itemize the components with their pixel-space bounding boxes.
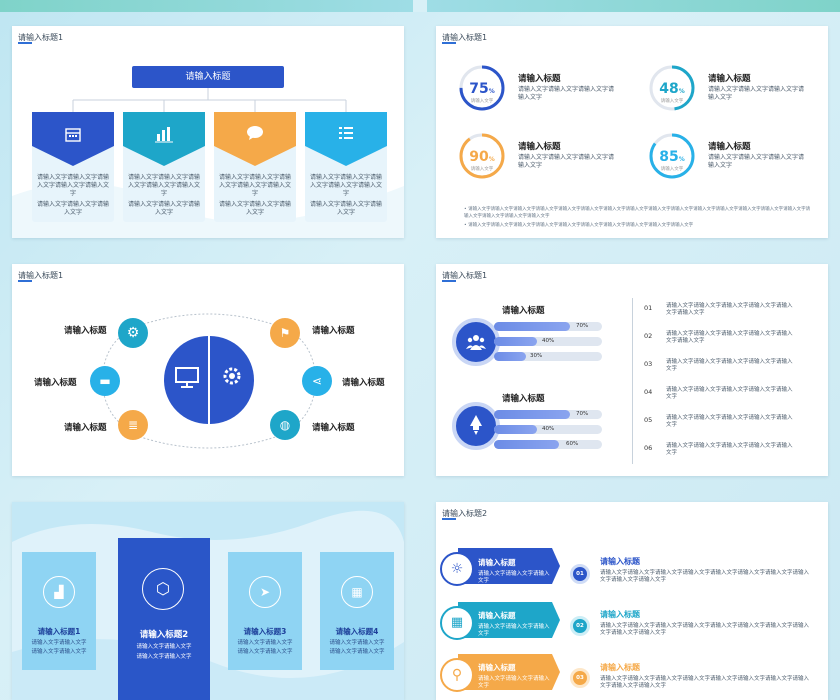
ring-4-text: 请输入文字请输入文字请输入文字请输入文字: [708, 154, 805, 169]
users-icon: [466, 335, 486, 350]
bullet-2: • 请输入文字请输入文字请输入文字请输入文字请输入文字请输入文字请输入文字请输入…: [464, 223, 694, 228]
row-2-banner: [458, 602, 560, 638]
rocket-icon: [470, 415, 482, 435]
chat-bubble-icon: ▬: [90, 366, 120, 396]
card-2: ⬡ 请输入标题2 请输入文字请输入文字 请输入文字请输入文字: [118, 538, 210, 700]
ring-4-heading: 请输入标题: [708, 142, 751, 152]
card-1: ▟ 请输入标题1 请输入文字请输入文字 请输入文字请输入文字: [22, 552, 96, 670]
slide-title: 请输入标题1: [442, 33, 488, 42]
calendar-icon: ▦: [440, 606, 474, 640]
label-top-left: 请输入标题: [64, 326, 107, 336]
progress-ring: [649, 65, 695, 111]
column-4-text: 请输入文字请输入文字请输入文字请输入文字请输入文字 请输入文字请输入文字请输入文字: [309, 174, 382, 216]
slide-5[interactable]: ▟ 请输入标题1 请输入文字请输入文字 请输入文字请输入文字 ⬡ 请输入标题2 …: [12, 502, 404, 700]
row-3-banner: [458, 654, 560, 690]
column-3-cap: [214, 112, 296, 166]
slide-title: 请输入标题2: [442, 509, 488, 518]
chart-icon: ▟: [43, 576, 75, 608]
slide-title: 请输入标题1: [18, 271, 64, 280]
bar-chart-icon: [155, 127, 173, 143]
slide-1[interactable]: 请输入标题1 请输入标题 请输入文字请输入文字请输入文字请输入文字请输入文字 请输…: [12, 26, 404, 238]
ring-3-text: 请输入文字请输入文字请输入文字请输入文字: [518, 154, 615, 169]
row-1-banner: [458, 548, 560, 584]
column-1-text: 请输入文字请输入文字请输入文字请输入文字请输入文字 请输入文字请输入文字请输入文字: [36, 174, 109, 216]
ring-48: 48% 请输入文字: [648, 64, 708, 124]
column-4: 请输入文字请输入文字请输入文字请输入文字请输入文字 请输入文字请输入文字请输入文字: [305, 112, 387, 222]
title-underline: [18, 42, 32, 44]
lightbulb-icon: ☼: [440, 552, 474, 586]
group-2-icon: [452, 402, 500, 450]
connector-lines: [72, 88, 347, 112]
group-1-heading: 请输入标题: [502, 306, 545, 316]
cube-icon: ⬡: [142, 568, 184, 610]
label-bottom-left: 请输入标题: [64, 423, 107, 433]
gear-icon: ⚙: [118, 318, 148, 348]
slide-2[interactable]: 请输入标题1 75% 请输入文字 请输入标题 请输入文字请输入文字请输入文字请输…: [436, 26, 828, 238]
stack-icon: ≣: [118, 410, 148, 440]
group-2-heading: 请输入标题: [502, 394, 545, 404]
divider: [632, 298, 633, 464]
label-mid-left: 请输入标题: [34, 378, 77, 388]
slide-title: 请输入标题1: [18, 33, 64, 42]
card-4: ▦ 请输入标题4 请输入文字请输入文字 请输入文字请输入文字: [320, 552, 394, 670]
column-2: 请输入文字请输入文字请输入文字请输入文字请输入文字 请输入文字请输入文字请输入文字: [123, 112, 205, 222]
progress-ring: [649, 133, 695, 179]
slide-6[interactable]: 请输入标题2 ☼ 请输入标题 请输入文字请输入文字请输入文字 01 请输入标题 …: [436, 502, 828, 700]
label-top-right: 请输入标题: [312, 326, 355, 336]
cycle-diagram: [101, 313, 317, 449]
slide-title: 请输入标题1: [442, 271, 488, 280]
share-icon: ⋖: [302, 366, 332, 396]
column-3: 请输入文字请输入文字请输入文字请输入文字请输入文字 请输入文字请输入文字请输入文字: [214, 112, 296, 222]
column-3-text: 请输入文字请输入文字请输入文字请输入文字请输入文字 请输入文字请输入文字请输入文字: [218, 174, 291, 216]
flag-icon: ⚑: [270, 318, 300, 348]
bullet-notes: • 请输入文字请输入文字请输入文字请输入文字请输入文字请输入文字请输入文字请输入…: [464, 206, 814, 229]
ring-1-heading: 请输入标题: [518, 74, 561, 84]
column-1: 请输入文字请输入文字请输入文字请输入文字请输入文字 请输入文字请输入文字请输入文字: [32, 112, 114, 222]
chat-bubble-icon: [247, 126, 263, 140]
ring-3-heading: 请输入标题: [518, 142, 561, 152]
slide-3[interactable]: 请输入标题1 ⚙ ▬ ≣ ⚑ ⋖ ◍ 请输入标题 请输入标题 请输入标题 请输入…: [12, 264, 404, 476]
calendar-icon: ▦: [341, 576, 373, 608]
label-mid-right: 请输入标题: [342, 378, 385, 388]
title-underline: [442, 42, 456, 44]
top-strip: [0, 0, 840, 12]
location-pin-icon: ⚲: [440, 658, 474, 692]
bullet-1: • 请输入文字请输入文字请输入文字请输入文字请输入文字请输入文字请输入文字请输入…: [464, 207, 811, 219]
globe-icon: ◍: [270, 410, 300, 440]
number-badge: 01: [570, 564, 590, 584]
number-badge: 02: [570, 616, 590, 636]
card-3: ➤ 请输入标题3 请输入文字请输入文字 请输入文字请输入文字: [228, 552, 302, 670]
label-bottom-right: 请输入标题: [312, 423, 355, 433]
progress-ring: [459, 133, 505, 179]
column-2-text: 请输入文字请输入文字请输入文字请输入文字请输入文字 请输入文字请输入文字请输入文字: [127, 174, 200, 216]
group-1-icon: [452, 318, 500, 366]
title-underline: [442, 280, 456, 282]
ring-1-text: 请输入文字请输入文字请输入文字请输入文字: [518, 86, 615, 101]
ring-90: 90% 请输入文字: [458, 132, 518, 192]
paper-plane-icon: ➤: [249, 576, 281, 608]
ring-85: 85% 请输入文字: [648, 132, 708, 192]
ring-2-text: 请输入文字请输入文字请输入文字请输入文字: [708, 86, 805, 101]
calendar-icon: [65, 128, 81, 142]
title-underline: [442, 518, 456, 520]
slide-4[interactable]: 请输入标题1 请输入标题 70% 40% 30% 请输入标题 70% 40% 6…: [436, 264, 828, 476]
list-icon: [339, 127, 353, 139]
progress-ring: [459, 65, 505, 111]
header-box: 请输入标题: [132, 66, 284, 88]
ring-75: 75% 请输入文字: [458, 64, 518, 124]
ring-2-heading: 请输入标题: [708, 74, 751, 84]
number-badge: 03: [570, 668, 590, 688]
title-underline: [18, 280, 32, 282]
column-1-cap: [32, 112, 114, 166]
